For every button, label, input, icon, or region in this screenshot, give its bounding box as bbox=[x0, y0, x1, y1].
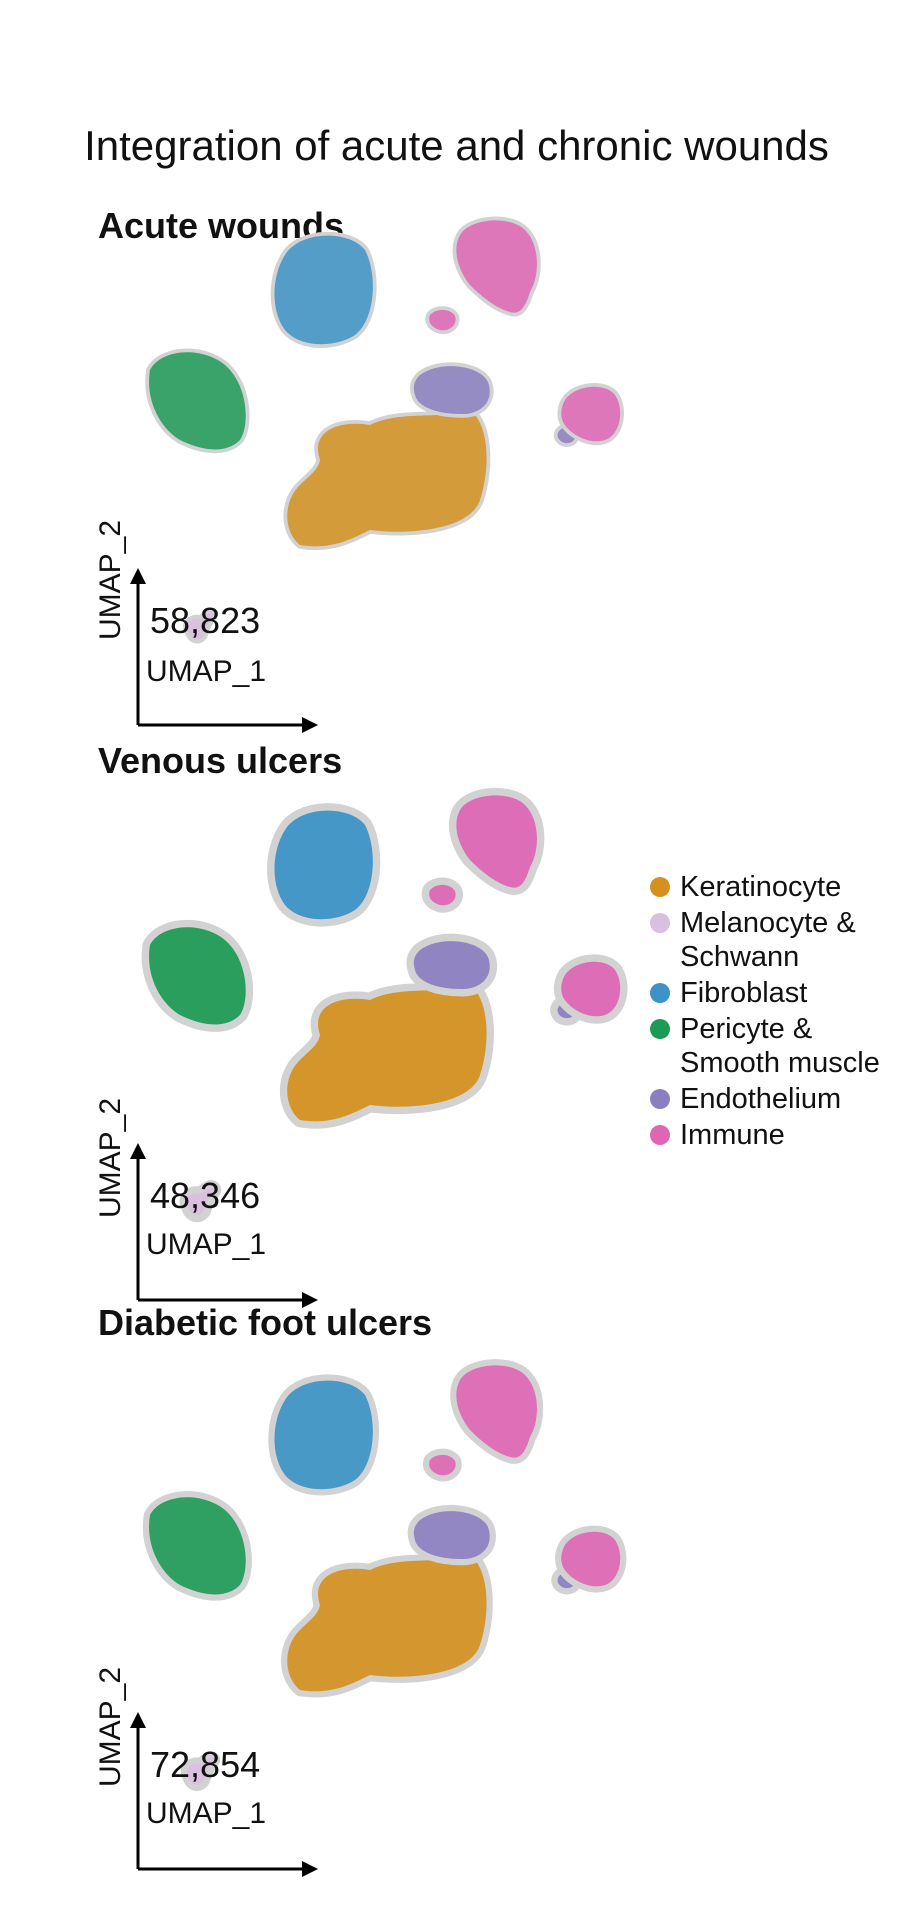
legend-item-endothelium: Endothelium bbox=[650, 1082, 913, 1116]
legend-swatch bbox=[650, 913, 670, 933]
legend-label: Immune bbox=[680, 1119, 785, 1151]
main-title: Integration of acute and chronic wounds bbox=[84, 122, 829, 169]
y-axis-arrow bbox=[130, 1712, 146, 1728]
cluster-keratinocyte-group bbox=[283, 406, 491, 551]
y-axis-arrow bbox=[130, 1143, 146, 1159]
x-axis-arrow bbox=[302, 1292, 318, 1308]
cluster-immune-small-group bbox=[425, 306, 460, 335]
cluster-melanocyte-schwann-group bbox=[183, 608, 218, 644]
legend-item-fibroblast: Fibroblast bbox=[650, 976, 913, 1010]
cluster-immune-large-group bbox=[452, 216, 541, 317]
cluster-immune-right-group bbox=[555, 1525, 627, 1593]
cluster-fibroblast bbox=[274, 235, 373, 345]
cluster-fibroblast-group bbox=[268, 1374, 380, 1496]
cluster-fibroblast bbox=[274, 810, 373, 920]
cluster-fibroblast bbox=[274, 1380, 373, 1490]
cluster-pericyte-smooth-muscle bbox=[149, 927, 246, 1025]
cluster-immune-large-group bbox=[450, 1359, 544, 1464]
legend-label: Pericyte & Smooth muscle bbox=[680, 1013, 880, 1079]
umap-plot bbox=[130, 1359, 627, 1877]
cluster-endothelium-main-group bbox=[410, 362, 494, 418]
cluster-fibroblast-group bbox=[270, 231, 377, 348]
cluster-immune-small-group bbox=[422, 1448, 462, 1482]
cluster-immune-right bbox=[561, 961, 621, 1017]
cluster-pericyte-smooth-muscle-group bbox=[141, 919, 254, 1032]
legend-item-melanocyte-schwann: Melanocyte & Schwann bbox=[650, 906, 913, 974]
y-axis-label: UMAP_2 bbox=[94, 519, 127, 640]
cell-count: 58,823 bbox=[150, 600, 261, 641]
x-axis-label: UMAP_1 bbox=[146, 1228, 267, 1261]
y-axis-label: UMAP_2 bbox=[94, 1666, 127, 1787]
panel-title: Diabetic foot ulcers bbox=[98, 1302, 433, 1343]
cluster-immune-right bbox=[561, 386, 621, 442]
cluster-endothelium-main-group bbox=[406, 933, 498, 997]
cluster-keratinocyte-group bbox=[281, 1548, 493, 1698]
cluster-pericyte-smooth-muscle-group bbox=[145, 348, 250, 454]
cluster-pericyte-smooth-muscle-group bbox=[142, 1491, 252, 1601]
umap-panel-diabetic-foot-ulcers: Diabetic foot ulcers 72,854 UMAP_1 UMAP_… bbox=[0, 1302, 680, 1877]
legend: Keratinocyte Melanocyte & Schwann Fibrob… bbox=[650, 870, 913, 1154]
cluster-endothelium-main bbox=[413, 366, 490, 415]
legend-label: Keratinocyte bbox=[680, 871, 842, 903]
legend-label: Endothelium bbox=[680, 1083, 842, 1115]
y-axis-label: UMAP_2 bbox=[94, 1097, 127, 1218]
legend-swatch bbox=[650, 877, 670, 897]
cluster-melanocyte-schwann-group bbox=[180, 1751, 221, 1792]
cluster-keratinocyte bbox=[287, 985, 487, 1122]
cluster-immune-small bbox=[429, 1454, 456, 1476]
cluster-endothelium-main bbox=[413, 941, 490, 990]
legend-item-immune: Immune bbox=[650, 1118, 913, 1152]
umap-panel-venous-ulcers: Venous ulcers 48,346 UMAP_1 UMAP_2 bbox=[0, 740, 680, 1308]
umap-plot bbox=[130, 787, 628, 1308]
legend-label: Fibroblast bbox=[680, 977, 808, 1009]
x-axis-arrow bbox=[302, 1861, 318, 1877]
cell-count: 72,854 bbox=[150, 1744, 261, 1785]
cluster-immune-right-group bbox=[557, 383, 624, 445]
cluster-endothelium-main bbox=[413, 1511, 490, 1560]
x-axis-arrow bbox=[302, 717, 318, 733]
legend-swatch bbox=[650, 1089, 670, 1109]
cluster-immune-small bbox=[429, 309, 456, 331]
cluster-fibroblast-group bbox=[267, 803, 381, 927]
cluster-immune-large-group bbox=[449, 787, 545, 896]
cluster-keratinocyte-group bbox=[279, 977, 494, 1129]
cluster-immune-small bbox=[429, 884, 456, 906]
umap-plot bbox=[130, 216, 624, 733]
cluster-immune-right-group bbox=[553, 954, 628, 1024]
cluster-melanocyte-schwann-group bbox=[179, 1180, 222, 1223]
legend-swatch bbox=[650, 983, 670, 1003]
cluster-melanocyte-schwann bbox=[186, 1187, 214, 1215]
legend-label: Melanocyte & Schwann bbox=[680, 907, 856, 973]
cluster-immune-large bbox=[456, 220, 537, 313]
legend-swatch bbox=[650, 1019, 670, 1039]
cell-count: 48,346 bbox=[150, 1175, 261, 1216]
cluster-immune-right bbox=[561, 1531, 621, 1587]
cluster-pericyte-smooth-muscle bbox=[149, 1497, 246, 1595]
y-axis-arrow bbox=[130, 568, 146, 584]
cluster-immune-large bbox=[456, 1365, 537, 1458]
cluster-keratinocyte bbox=[287, 1555, 487, 1692]
x-axis-label: UMAP_1 bbox=[146, 655, 267, 688]
cluster-immune-large bbox=[456, 795, 537, 888]
legend-swatch bbox=[650, 1125, 670, 1145]
panel-title: Venous ulcers bbox=[98, 740, 343, 781]
cluster-pericyte-smooth-muscle bbox=[149, 352, 246, 450]
cluster-melanocyte-schwann bbox=[186, 1757, 214, 1785]
cluster-endothelium-main-group bbox=[407, 1504, 496, 1566]
cluster-immune-small-group bbox=[421, 877, 463, 913]
cluster-melanocyte-schwann bbox=[186, 612, 214, 640]
umap-panel-acute-wounds: Acute wounds 58,823 UMAP_1 UMAP_2 bbox=[0, 205, 680, 733]
legend-item-keratinocyte: Keratinocyte bbox=[650, 870, 913, 904]
legend-item-pericyte-smooth-muscle: Pericyte & Smooth muscle bbox=[650, 1012, 913, 1080]
cluster-keratinocyte bbox=[287, 410, 487, 547]
x-axis-label: UMAP_1 bbox=[146, 1797, 267, 1830]
